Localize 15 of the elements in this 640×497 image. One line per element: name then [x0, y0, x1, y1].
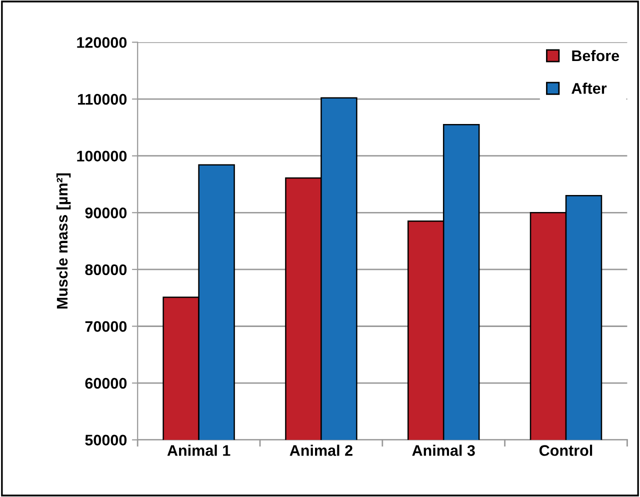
x-tick-label: Animal 3	[412, 444, 475, 456]
y-tick-label: 90000	[85, 208, 127, 218]
y-tick-label: 120000	[77, 37, 127, 48]
y-tick-label: 80000	[85, 264, 127, 276]
y-axis-title: Muscle mass [µm²]	[56, 173, 71, 309]
y-tick-label: 70000	[85, 321, 127, 332]
x-tick-label: Animal 2	[290, 444, 352, 456]
y-tick-label: 110000	[78, 94, 127, 105]
x-tick-label: Animal 1	[167, 444, 230, 456]
legend-label: After	[572, 82, 607, 94]
y-tick-label: 50000	[85, 434, 127, 446]
y-tick-label: 60000	[85, 378, 127, 389]
x-tick-label: Control	[539, 444, 592, 456]
legend-label: Before	[572, 50, 620, 62]
y-tick-label: 100000	[77, 150, 127, 162]
